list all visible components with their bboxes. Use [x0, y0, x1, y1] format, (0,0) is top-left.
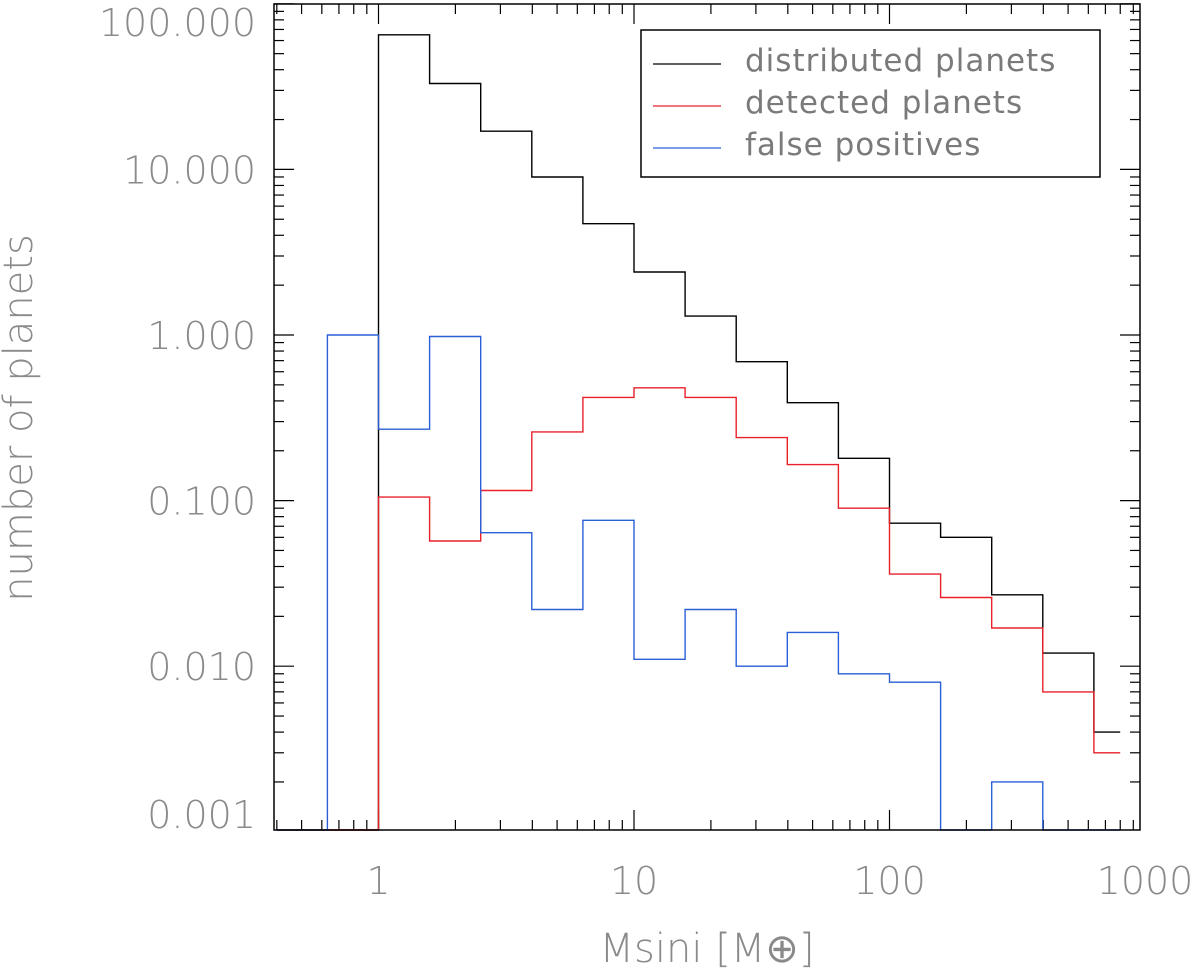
- y-tick-label: 10.000: [123, 148, 256, 192]
- plot-frame: [273, 3, 1141, 831]
- legend-label-detected: detected planets: [745, 85, 1023, 121]
- x-tick-label: 1000: [1097, 859, 1194, 903]
- y-tick-label: 1.000: [147, 314, 256, 358]
- y-tick-label: 0.100: [147, 480, 256, 524]
- tick-labels: 1 10 100 1000 0.001 0.010 0.100 1.000 10.000 100.…: [99, 1, 1194, 903]
- y-tick-label: 100.000: [99, 1, 256, 45]
- legend-label-false-positives: false positives: [745, 127, 981, 163]
- series-line-false-positives: [276, 334, 1121, 831]
- y-tick-label: 0.001: [147, 793, 256, 837]
- series-line-detected-planets: [276, 387, 1121, 831]
- x-tick-label: 100: [853, 859, 926, 903]
- x-tick-label: 10: [610, 859, 658, 903]
- legend: distributed planets detected planets fal…: [640, 29, 1101, 178]
- x-tick-label: 1: [366, 859, 390, 903]
- legend-box: [640, 29, 1101, 178]
- x-axis-label: Msini [M⊕]: [600, 926, 815, 972]
- legend-label-distributed: distributed planets: [745, 43, 1056, 79]
- y-tick-label: 0.010: [147, 645, 256, 689]
- y-axis-label: number of planets: [0, 234, 42, 602]
- series-line-distributed-planets: [276, 34, 1121, 831]
